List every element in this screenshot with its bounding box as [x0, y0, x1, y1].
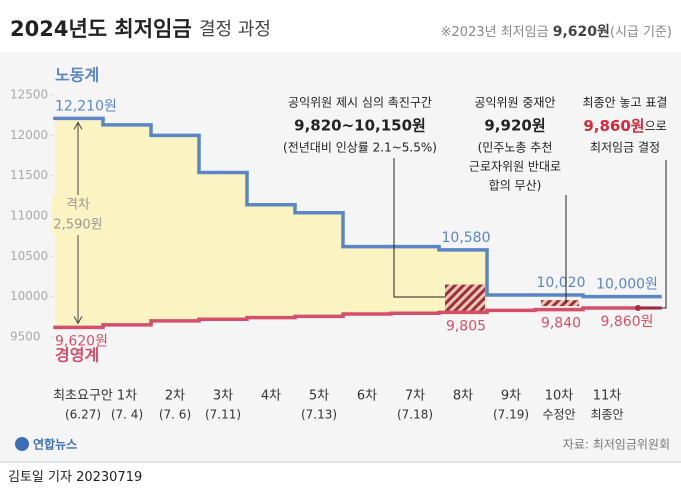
annotation: 공익위원 제시 심의 촉진구간 [288, 96, 432, 110]
x-tick-sublabel: (6.27) [65, 408, 101, 422]
x-tick-label: 11차 [593, 389, 622, 404]
value-label: 12,210원 [55, 98, 117, 114]
byline-date: 20230719 [76, 470, 142, 485]
gap-label-bg [52, 195, 104, 235]
gap-label: 2,590원 [53, 218, 102, 233]
annotation: 9,820~10,150원 [294, 117, 426, 135]
end-dot [635, 304, 641, 311]
annotation: 합의 무산) [489, 179, 542, 193]
x-tick-label: 3차 [213, 389, 233, 404]
x-tick-sublabel: (7.11) [205, 408, 241, 422]
byline: 김토일 기자 20230719 [8, 470, 142, 485]
note-suffix: (시급 기준) [610, 25, 672, 40]
subtitle: 결정 과정 [199, 19, 271, 40]
y-tick-label: 11000 [10, 209, 48, 223]
gap-fill [295, 212, 343, 317]
series-name: 경영계 [55, 346, 99, 365]
gap-fill [151, 135, 199, 321]
x-tick-sublabel: (7.19) [493, 408, 529, 422]
x-tick-label: 8차 [453, 389, 473, 404]
x-tick-sublabel: (7. 6) [159, 408, 191, 422]
leader [641, 160, 667, 309]
note-value: 9,620원 [553, 24, 610, 40]
annotation-value: 9,860원 [583, 117, 644, 135]
y-tick-label: 10000 [10, 289, 48, 303]
gap-fill [103, 124, 151, 325]
x-tick-label: 9차 [501, 389, 521, 404]
promotion-range [445, 284, 485, 312]
y-tick-label: 11500 [10, 168, 48, 182]
x-tick-label: 10차 [545, 389, 574, 404]
annotation: (민주노총 추천 [478, 140, 553, 155]
value-label: 9,860원 [601, 314, 654, 330]
x-tick-sublabel: (7.18) [397, 408, 433, 422]
y-tick-label: 12000 [10, 128, 48, 142]
value-label: 10,000원 [596, 277, 658, 293]
x-tick-sublabel: 수정안 [542, 408, 575, 422]
gap-fill [391, 246, 439, 314]
x-tick-sublabel: (7. 4) [111, 408, 143, 422]
annotation: (전년대비 인상률 2.1~5.5%) [283, 141, 437, 155]
value-label: 10,580 [442, 230, 491, 246]
source: 자료: 최저임금위원회 [563, 438, 670, 452]
annotation: 최종안 놓고 표결 [583, 96, 668, 110]
series-name: 노동계 [55, 66, 99, 85]
gap-fill [199, 172, 247, 320]
annotation: 9,860원으로 [583, 117, 666, 135]
gap-title: 격차 [66, 198, 90, 213]
annotation: 최저임금 결정 [590, 141, 660, 155]
byline-name: 김토일 기자 [8, 470, 72, 485]
y-tick-label: 9500 [10, 330, 41, 344]
x-tick-label: 최초요구안 [53, 389, 113, 404]
x-tick-sublabel: 최종안 [590, 408, 623, 422]
value-label: 10,020 [537, 275, 586, 291]
logo: 연합뉴스 [33, 437, 77, 452]
x-tick-label: 5차 [309, 389, 329, 404]
gap-fill [343, 246, 391, 315]
title-text: 2024년도 최저임금 [10, 17, 192, 41]
value-label: 9,620원 [55, 333, 108, 349]
arrow-head [73, 121, 83, 325]
y-tick-label: 10500 [10, 249, 48, 263]
value-label: 9,805 [446, 318, 486, 334]
value-label: 9,840 [541, 316, 581, 332]
x-tick-label: 7차 [405, 389, 425, 404]
annotation-suffix: 으로 [645, 119, 667, 133]
y-tick-label: 12500 [10, 88, 48, 102]
x-tick-label: 2차 [165, 389, 185, 404]
title: 2024년도 최저임금 결정 과정 [10, 17, 271, 41]
x-tick-label: 6차 [357, 389, 377, 404]
mediation-marker [541, 300, 579, 307]
logo-icon [15, 437, 29, 451]
annotation: 공익위원 중재안 [474, 96, 555, 110]
x-tick-sublabel: (7.13) [301, 408, 337, 422]
note: ※2023년 최저임금 9,620원(시급 기준) [441, 24, 672, 40]
note-prefix: ※2023년 최저임금 [441, 25, 549, 40]
x-tick-label: 4차 [261, 389, 281, 404]
leader [393, 158, 445, 298]
annotation: 근로자위원 반대로 [469, 160, 561, 174]
gap-fill [247, 204, 295, 318]
annotation: 9,920원 [484, 117, 545, 135]
x-tick-label: 1차 [117, 389, 137, 404]
